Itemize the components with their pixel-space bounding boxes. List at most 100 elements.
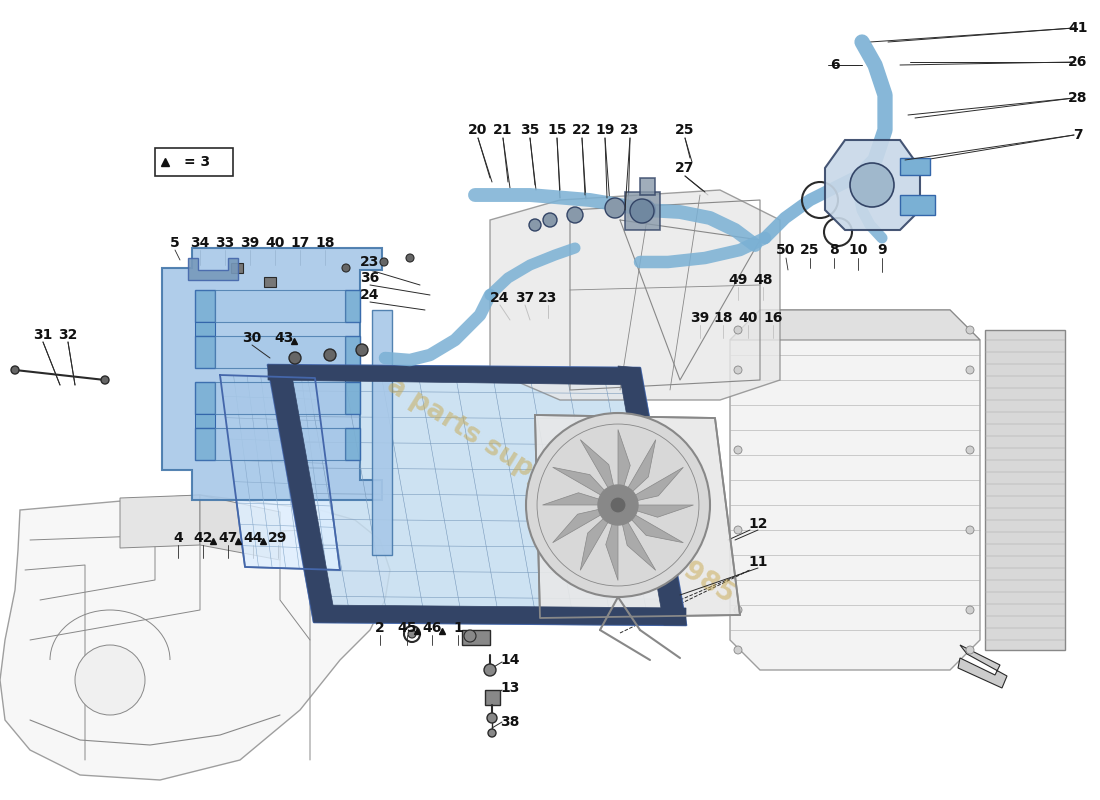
Circle shape <box>484 664 496 676</box>
Text: 7: 7 <box>1074 128 1082 142</box>
Text: 25: 25 <box>675 123 695 137</box>
Polygon shape <box>618 505 683 542</box>
Polygon shape <box>640 178 654 195</box>
Circle shape <box>566 207 583 223</box>
Text: 40: 40 <box>738 311 758 325</box>
Polygon shape <box>900 158 930 175</box>
Circle shape <box>529 219 541 231</box>
Polygon shape <box>535 415 740 618</box>
Text: 43: 43 <box>274 331 294 345</box>
Polygon shape <box>214 382 345 414</box>
Text: 24: 24 <box>491 291 509 305</box>
Polygon shape <box>200 495 280 560</box>
Polygon shape <box>195 322 214 336</box>
Polygon shape <box>345 336 360 368</box>
Circle shape <box>734 446 742 454</box>
Text: 17: 17 <box>290 236 310 250</box>
Text: = 3: = 3 <box>184 155 210 169</box>
Polygon shape <box>345 428 360 460</box>
Text: 10: 10 <box>848 243 868 257</box>
Circle shape <box>488 729 496 737</box>
Text: 38: 38 <box>500 715 519 729</box>
Text: 8: 8 <box>829 243 839 257</box>
Text: 12: 12 <box>748 517 768 531</box>
Text: 49: 49 <box>728 273 748 287</box>
Circle shape <box>543 213 557 227</box>
Circle shape <box>101 376 109 384</box>
Text: 35: 35 <box>520 123 540 137</box>
Text: 45: 45 <box>397 621 417 635</box>
Polygon shape <box>730 310 980 670</box>
Circle shape <box>734 646 742 654</box>
Circle shape <box>610 497 626 513</box>
Text: 23: 23 <box>361 255 379 269</box>
Text: 29: 29 <box>268 531 288 545</box>
Polygon shape <box>618 505 693 518</box>
Polygon shape <box>314 605 686 625</box>
Circle shape <box>966 366 974 374</box>
Polygon shape <box>552 505 618 542</box>
Text: 42: 42 <box>194 531 212 545</box>
Polygon shape <box>581 505 618 570</box>
Text: 1: 1 <box>453 621 463 635</box>
Circle shape <box>598 485 638 525</box>
Polygon shape <box>214 336 345 368</box>
Circle shape <box>630 199 654 223</box>
Text: 27: 27 <box>675 161 695 175</box>
Polygon shape <box>372 310 392 555</box>
Polygon shape <box>625 192 660 230</box>
Text: 21: 21 <box>493 123 513 137</box>
Text: 11: 11 <box>748 555 768 569</box>
Polygon shape <box>231 263 243 273</box>
Text: 26: 26 <box>1068 55 1088 69</box>
Text: 14: 14 <box>500 653 519 667</box>
Polygon shape <box>581 440 618 505</box>
Circle shape <box>966 526 974 534</box>
Text: 20: 20 <box>469 123 487 137</box>
Text: a parts supplier since 1985: a parts supplier since 1985 <box>382 372 738 608</box>
Text: 39: 39 <box>241 236 260 250</box>
Polygon shape <box>0 495 390 780</box>
Polygon shape <box>618 366 686 625</box>
Circle shape <box>75 645 145 715</box>
Text: 48: 48 <box>754 273 772 287</box>
Polygon shape <box>345 290 360 322</box>
Text: 44: 44 <box>243 531 263 545</box>
Circle shape <box>734 326 742 334</box>
Circle shape <box>605 198 625 218</box>
Text: 34: 34 <box>190 236 210 250</box>
Text: 4: 4 <box>173 531 183 545</box>
Circle shape <box>379 258 388 266</box>
Polygon shape <box>345 382 360 414</box>
Polygon shape <box>195 336 214 368</box>
Text: 36: 36 <box>361 271 379 285</box>
Circle shape <box>850 163 894 207</box>
Polygon shape <box>214 428 345 460</box>
Text: 47: 47 <box>218 531 238 545</box>
Circle shape <box>11 366 19 374</box>
Polygon shape <box>220 375 340 570</box>
Circle shape <box>966 646 974 654</box>
Polygon shape <box>268 365 640 385</box>
Text: 19: 19 <box>595 123 615 137</box>
Circle shape <box>464 630 476 642</box>
Circle shape <box>734 366 742 374</box>
Polygon shape <box>900 195 935 215</box>
Polygon shape <box>984 330 1065 650</box>
Circle shape <box>635 200 654 220</box>
Polygon shape <box>195 290 214 322</box>
Polygon shape <box>214 290 345 322</box>
Text: 23: 23 <box>620 123 640 137</box>
Polygon shape <box>195 428 214 460</box>
Text: 25: 25 <box>801 243 820 257</box>
Circle shape <box>289 352 301 364</box>
Circle shape <box>734 606 742 614</box>
Text: 41: 41 <box>1068 21 1088 35</box>
Polygon shape <box>485 690 501 705</box>
Polygon shape <box>958 645 1007 688</box>
Circle shape <box>356 344 369 356</box>
Circle shape <box>487 713 497 723</box>
Circle shape <box>526 413 710 597</box>
Text: 23: 23 <box>538 291 558 305</box>
Text: 9: 9 <box>877 243 887 257</box>
